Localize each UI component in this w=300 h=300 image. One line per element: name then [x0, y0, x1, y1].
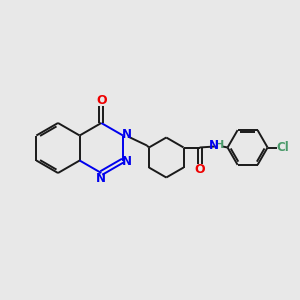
- Text: Cl: Cl: [276, 141, 289, 154]
- Text: O: O: [194, 163, 205, 176]
- Text: O: O: [96, 94, 106, 106]
- Text: N: N: [122, 155, 132, 168]
- Text: N: N: [208, 139, 219, 152]
- Text: N: N: [122, 128, 132, 141]
- Text: N: N: [96, 172, 106, 185]
- Text: H: H: [215, 140, 224, 149]
